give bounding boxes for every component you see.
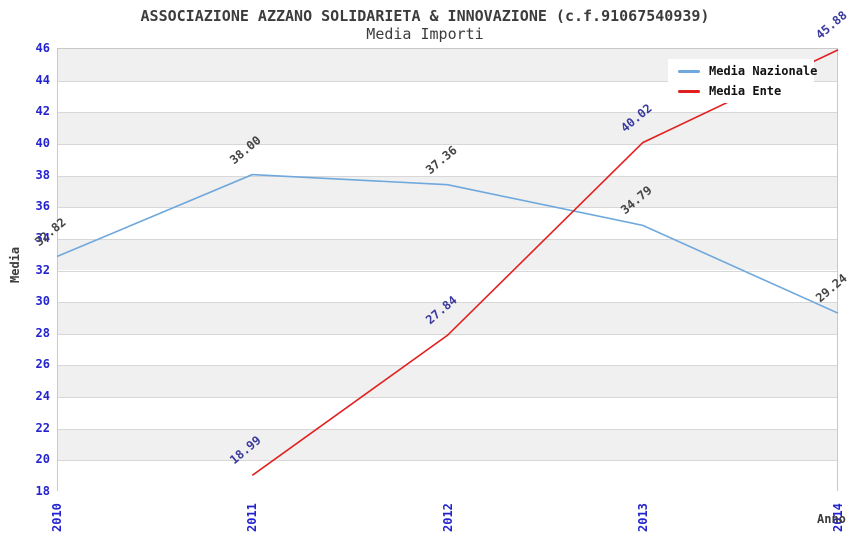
y-tick-label: 42 (35, 104, 50, 119)
y-tick-label: 38 (35, 167, 50, 182)
x-axis-title: Anno (817, 512, 846, 526)
gridline-y (58, 302, 837, 304)
legend-item-media-ente: Media Ente (668, 81, 814, 101)
y-tick-label: 34 (35, 230, 50, 245)
legend-label: Media Ente (709, 84, 782, 98)
gridline-y (58, 428, 837, 430)
legend-swatch-media-ente-icon (678, 89, 700, 93)
y-tick-label: 20 (35, 452, 50, 467)
plot-band (58, 428, 837, 461)
legend: Media Nazionale Media Ente (668, 59, 818, 103)
gridline-y (58, 397, 837, 399)
legend-label: Media Nazionale (709, 64, 818, 78)
gridline-y (58, 80, 837, 82)
gridline-y (58, 143, 837, 145)
plot-band (58, 302, 837, 334)
y-tick-label: 36 (35, 199, 50, 214)
gridline-y (58, 112, 837, 114)
legend-item-media-nazionale: Media Nazionale (668, 61, 818, 81)
plot-band (58, 112, 837, 144)
y-tick-label: 18 (35, 484, 50, 498)
y-tick-label: 30 (35, 294, 50, 309)
chart-subtitle: Media Importi (366, 25, 484, 43)
y-tick-label: 44 (35, 72, 50, 87)
y-tick-label: 40 (35, 135, 50, 150)
gridline-y (58, 270, 837, 272)
gridline-y (58, 365, 837, 367)
y-tick-label: 24 (35, 389, 50, 404)
plot-band (58, 270, 837, 303)
y-tick-label: 28 (35, 325, 50, 340)
plot-area (57, 48, 838, 492)
plot-band (58, 365, 837, 398)
y-tick-label: 46 (35, 41, 50, 55)
series-line-media-ente (251, 49, 839, 476)
plot-band (58, 207, 837, 239)
y-tick-label: 26 (35, 357, 50, 372)
plot-band (58, 397, 837, 429)
plot-band (58, 143, 837, 176)
gridline-y (58, 460, 837, 462)
chart-title: ASSOCIAZIONE AZZANO SOLIDARIETA & INNOVA… (140, 7, 710, 25)
y-tick-label: 32 (35, 262, 50, 277)
gridline-y (58, 207, 837, 209)
plot-band (58, 460, 837, 492)
legend-swatch-media-nazionale-icon (678, 69, 700, 73)
y-tick-label: 22 (35, 420, 50, 435)
gridline-y (58, 175, 837, 177)
plot-band (58, 333, 837, 366)
series-line-media-nazionale (56, 173, 839, 314)
gridline-y (58, 238, 837, 240)
